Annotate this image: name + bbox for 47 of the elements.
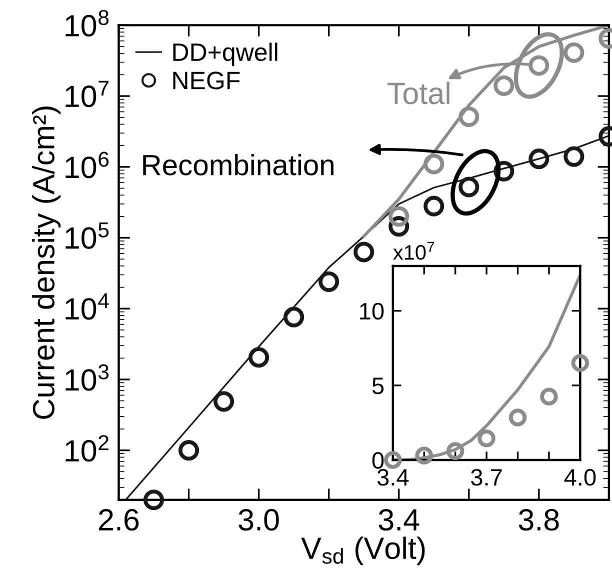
- annotation: Total: [388, 82, 450, 104]
- x-tick-label: 4.0: [564, 468, 596, 486]
- point: [284, 306, 304, 328]
- y-tick-label: 10$^{6}$: [66, 152, 109, 178]
- annotation: x10$^{7}$: [393, 242, 434, 260]
- point: [424, 154, 444, 174]
- point: [424, 196, 444, 216]
- annotation: Recombination: [143, 154, 334, 176]
- point: [478, 429, 496, 448]
- point: [494, 75, 514, 96]
- point: [213, 391, 234, 412]
- y-tick-label: 10$^{3}$: [66, 364, 109, 391]
- y-tick-label: 5: [372, 378, 384, 394]
- line-series: [362, 25, 609, 238]
- point: [540, 388, 558, 406]
- point: [248, 347, 270, 368]
- y-tick-label: 0: [372, 452, 384, 469]
- y-axis-title: Current density (A/cm²): [32, 106, 61, 419]
- y-tick-label: 10$^{5}$: [66, 222, 109, 249]
- point: [384, 451, 402, 469]
- point: [354, 242, 374, 262]
- point: [564, 146, 584, 167]
- x-tick-label: 3.8: [518, 509, 559, 531]
- x-tick-label: 2.6: [99, 509, 139, 531]
- point: [528, 148, 550, 170]
- y-tick-label: 10$^{4}$: [66, 293, 109, 320]
- point: [143, 490, 164, 510]
- x-tick-label: 3.4: [378, 509, 420, 531]
- legend-label: NEGF: [173, 72, 240, 90]
- legend-label: DD+qwell: [173, 42, 278, 66]
- point: [564, 42, 584, 63]
- x-tick-label: 3.0: [238, 509, 279, 531]
- x-axis-title: V$_{sd}$ (Volt): [301, 536, 425, 566]
- x-tick-label: 3.4: [377, 468, 409, 486]
- y-tick-label: 10: [360, 302, 384, 320]
- y-tick-label: 10$^{2}$: [66, 435, 108, 462]
- y-tick-label: 10$^{7}$: [66, 80, 108, 108]
- point: [178, 440, 200, 461]
- point: [508, 408, 527, 426]
- point: [415, 446, 434, 464]
- y-tick-label: 10$^{8}$: [66, 10, 109, 37]
- point: [318, 271, 340, 292]
- x-tick-label: 3.7: [471, 468, 502, 486]
- point: [571, 354, 590, 372]
- point: [458, 106, 480, 128]
- point: [446, 442, 464, 460]
- point: [388, 206, 410, 227]
